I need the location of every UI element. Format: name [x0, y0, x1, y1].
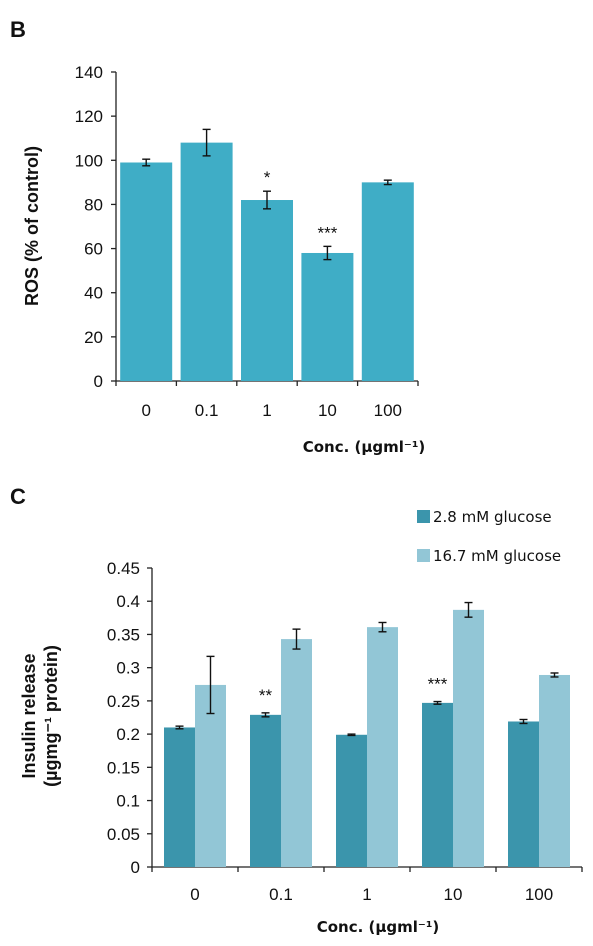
panel-c-bar [164, 727, 195, 867]
panel-c-bar [508, 721, 539, 867]
panel-b-y-tick-label: 20 [84, 328, 103, 347]
panel-b-y-tick-label: 120 [75, 107, 103, 126]
panel-b-y-tick-label: 100 [75, 151, 103, 170]
panel-c-legend: 2.8 mM glucose 16.7 mM glucose [417, 508, 561, 565]
panel-c-y-tick-label: 0.1 [116, 792, 140, 811]
panel-b-x-tick-label: 10 [318, 401, 337, 420]
panel-c-bar [250, 714, 281, 867]
panel-b-bar [180, 142, 233, 381]
panel-c-chart: C Insulin release (µgmg⁻¹ protein) Conc.… [10, 484, 583, 936]
panel-c-y-tick-label: 0.45 [107, 559, 140, 578]
panel-c-y-tick-label: 0.3 [116, 659, 140, 678]
panel-b-x-tick-label: 0 [141, 401, 150, 420]
panel-c-bar [336, 734, 367, 867]
panel-c-bar [281, 639, 312, 867]
panel-c-significance-label: ** [259, 686, 273, 705]
panel-c-bar [422, 702, 453, 867]
panel-b-bar [120, 162, 173, 381]
panel-b-x-tick-label: 100 [374, 401, 402, 420]
legend-label: 16.7 mM glucose [433, 547, 561, 565]
panel-b-significance-label: *** [317, 223, 337, 242]
panel-c-y-axis-label-line1: Insulin release [19, 653, 39, 778]
panel-c-y-tick-label: 0.05 [107, 825, 140, 844]
panel-b-x-tick-label: 0.1 [195, 401, 219, 420]
panel-c-y-tick-label: 0.25 [107, 692, 140, 711]
panel-c-x-axis-label: Conc. (µgml⁻¹) [317, 918, 440, 936]
panel-b-y-tick-label: 0 [94, 372, 103, 391]
legend-swatch [417, 549, 430, 562]
panel-b-y-tick-label: 60 [84, 240, 103, 259]
legend-label: 2.8 mM glucose [433, 508, 552, 526]
panel-b-significance-label: * [264, 168, 271, 187]
panel-b-letter: B [10, 17, 26, 42]
panel-c-bar [195, 684, 226, 867]
panel-c-x-tick-label: 0.1 [269, 885, 293, 904]
panel-c-y-tick-label: 0.2 [116, 725, 140, 744]
panel-c-y-tick-label: 0.35 [107, 625, 140, 644]
panel-c-bar [539, 674, 570, 867]
panel-c-bar [367, 627, 398, 867]
panel-c-letter: C [10, 484, 26, 509]
panel-c-bar [453, 609, 484, 867]
panel-c-y-axis-label-line2: (µgmg⁻¹ protein) [41, 645, 61, 787]
panel-b-y-axis-label: ROS (% of control) [22, 146, 42, 306]
panel-b-y-tick-label: 40 [84, 284, 103, 303]
panel-b-bar [301, 252, 354, 381]
panel-c-y-tick-label: 0 [131, 858, 140, 877]
panel-c-x-tick-label: 100 [525, 885, 553, 904]
panel-c-x-tick-label: 1 [362, 885, 371, 904]
panel-b-y-tick-label: 80 [84, 195, 103, 214]
panel-b-bar [241, 200, 293, 381]
panel-b-x-axis-label: Conc. (µgml⁻¹) [303, 438, 426, 456]
legend-swatch [417, 510, 430, 523]
panel-c-y-tick-label: 0.15 [107, 758, 140, 777]
panel-b-bar [361, 182, 414, 381]
panel-c-x-tick-label: 0 [190, 885, 199, 904]
panel-b-chart: B ROS (% of control) Conc. (µgml⁻¹) 0 20 4… [10, 17, 425, 456]
panel-c-x-tick-label: 10 [444, 885, 463, 904]
panel-b-y-tick-label: 140 [75, 63, 103, 82]
panel-b-x-tick-label: 1 [262, 401, 271, 420]
panel-c-significance-label: *** [428, 675, 448, 694]
panel-c-y-tick-label: 0.4 [116, 592, 140, 611]
